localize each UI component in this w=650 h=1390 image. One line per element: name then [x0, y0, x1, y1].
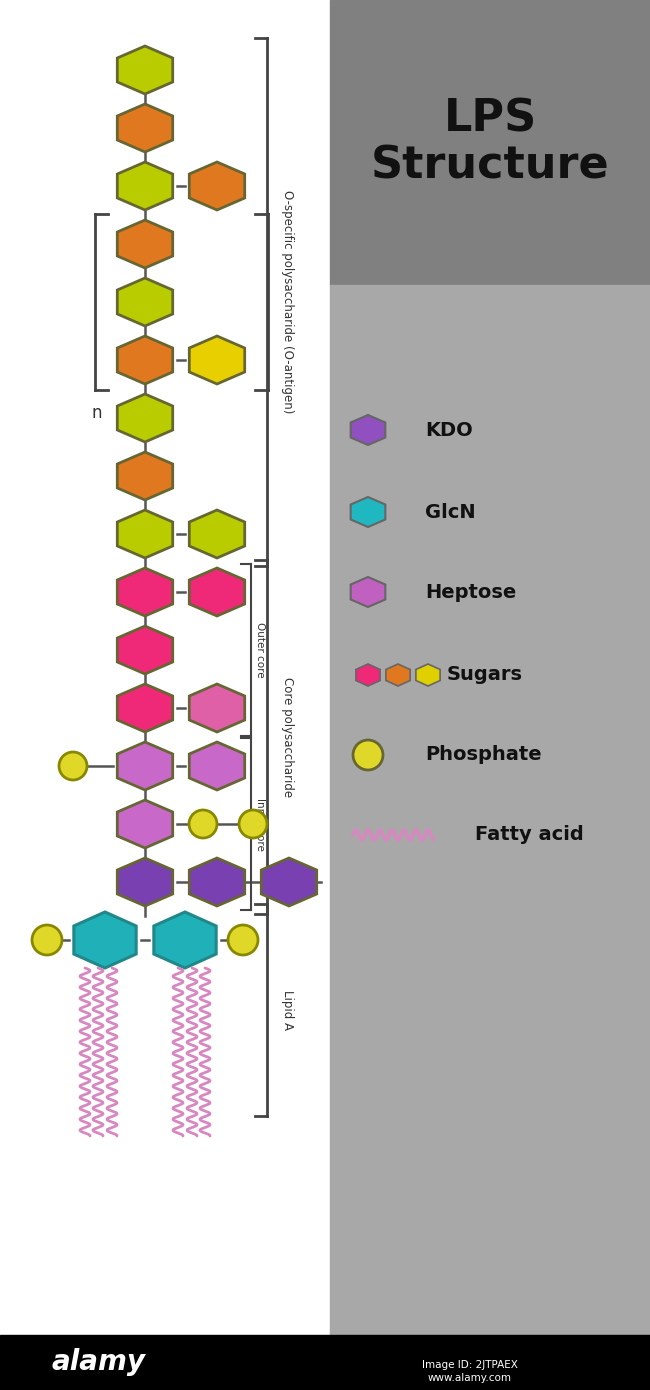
Polygon shape — [189, 336, 244, 384]
Polygon shape — [117, 684, 173, 733]
Circle shape — [32, 924, 62, 955]
Polygon shape — [117, 742, 173, 790]
Polygon shape — [74, 912, 136, 967]
Polygon shape — [189, 742, 244, 790]
Text: LPS
Structure: LPS Structure — [370, 97, 609, 188]
Circle shape — [59, 752, 87, 780]
Text: www.alamy.com: www.alamy.com — [428, 1373, 512, 1383]
Polygon shape — [154, 912, 216, 967]
Text: O-specific polysaccharide (O-antigen): O-specific polysaccharide (O-antigen) — [281, 190, 294, 414]
Circle shape — [239, 810, 267, 838]
Bar — [330, 0, 650, 285]
Polygon shape — [189, 510, 244, 557]
Circle shape — [228, 924, 258, 955]
Text: Heptose: Heptose — [425, 582, 516, 602]
Polygon shape — [189, 858, 244, 906]
Polygon shape — [117, 510, 173, 557]
Text: Lipid A: Lipid A — [281, 990, 294, 1030]
Polygon shape — [117, 452, 173, 500]
Text: n: n — [92, 404, 102, 423]
Text: Fatty acid: Fatty acid — [475, 826, 584, 845]
Polygon shape — [261, 858, 317, 906]
Bar — [0, 1334, 650, 1390]
Polygon shape — [189, 569, 244, 616]
Polygon shape — [386, 664, 410, 687]
Polygon shape — [117, 163, 173, 210]
Polygon shape — [351, 416, 385, 445]
Polygon shape — [117, 220, 173, 268]
Polygon shape — [356, 664, 380, 687]
Polygon shape — [189, 163, 244, 210]
Polygon shape — [117, 393, 173, 442]
Polygon shape — [117, 801, 173, 848]
Polygon shape — [117, 626, 173, 674]
Polygon shape — [416, 664, 440, 687]
Polygon shape — [351, 498, 385, 527]
Text: Phosphate: Phosphate — [425, 745, 541, 765]
Circle shape — [189, 810, 217, 838]
Text: Inner core: Inner core — [255, 798, 265, 851]
Text: KDO: KDO — [425, 421, 473, 439]
Text: Image ID: 2JTPAEX: Image ID: 2JTPAEX — [422, 1359, 518, 1371]
Text: alamy: alamy — [52, 1348, 146, 1376]
Polygon shape — [189, 684, 244, 733]
Bar — [330, 285, 650, 1334]
Polygon shape — [351, 577, 385, 607]
Text: Outer core: Outer core — [255, 623, 265, 678]
Polygon shape — [117, 569, 173, 616]
Text: GlcN: GlcN — [425, 503, 476, 521]
Polygon shape — [117, 858, 173, 906]
Polygon shape — [117, 46, 173, 95]
Polygon shape — [117, 278, 173, 327]
Polygon shape — [117, 104, 173, 152]
Text: Core polysaccharide: Core polysaccharide — [281, 677, 294, 796]
Circle shape — [353, 739, 383, 770]
Text: Sugars: Sugars — [447, 666, 523, 684]
Polygon shape — [117, 336, 173, 384]
